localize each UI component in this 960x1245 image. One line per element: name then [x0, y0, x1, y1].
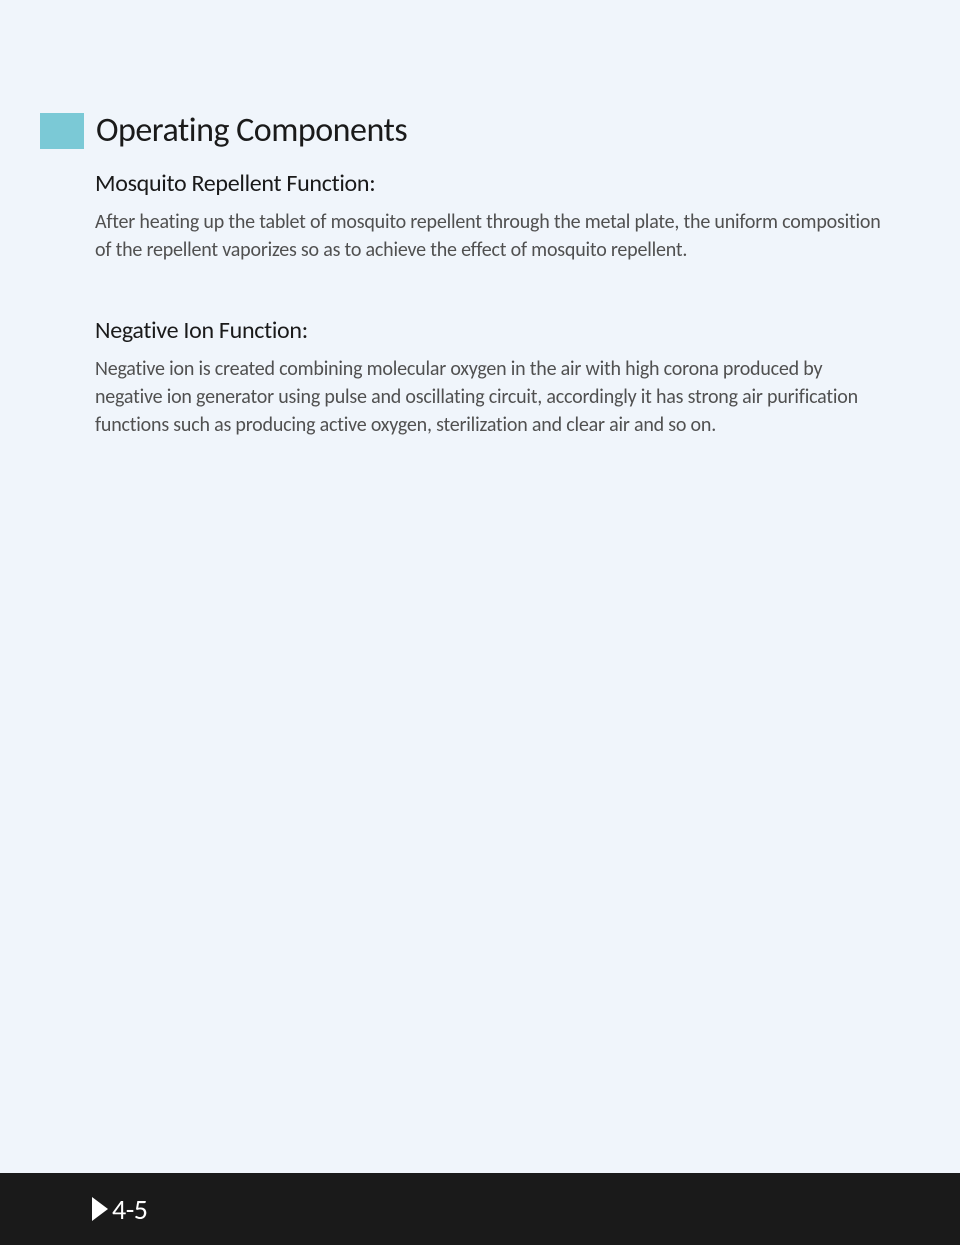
title-row: Operating Components	[40, 110, 890, 151]
play-triangle-icon	[92, 1197, 108, 1221]
page-content: Operating Components Mosquito Repellent …	[0, 0, 960, 439]
footer-bar: 4-5	[0, 1173, 960, 1245]
page-title: Operating Components	[96, 110, 407, 151]
section-body-negative-ion: Negative ion is created combining molecu…	[95, 355, 890, 439]
page-number: 4-5	[112, 1192, 147, 1227]
section-body-mosquito: After heating up the tablet of mosquito …	[95, 208, 890, 264]
section-heading-mosquito: Mosquito Repellent Function:	[95, 169, 890, 198]
title-accent-square	[40, 113, 84, 149]
section-gap	[95, 264, 890, 316]
section-heading-negative-ion: Negative Ion Function:	[95, 316, 890, 345]
